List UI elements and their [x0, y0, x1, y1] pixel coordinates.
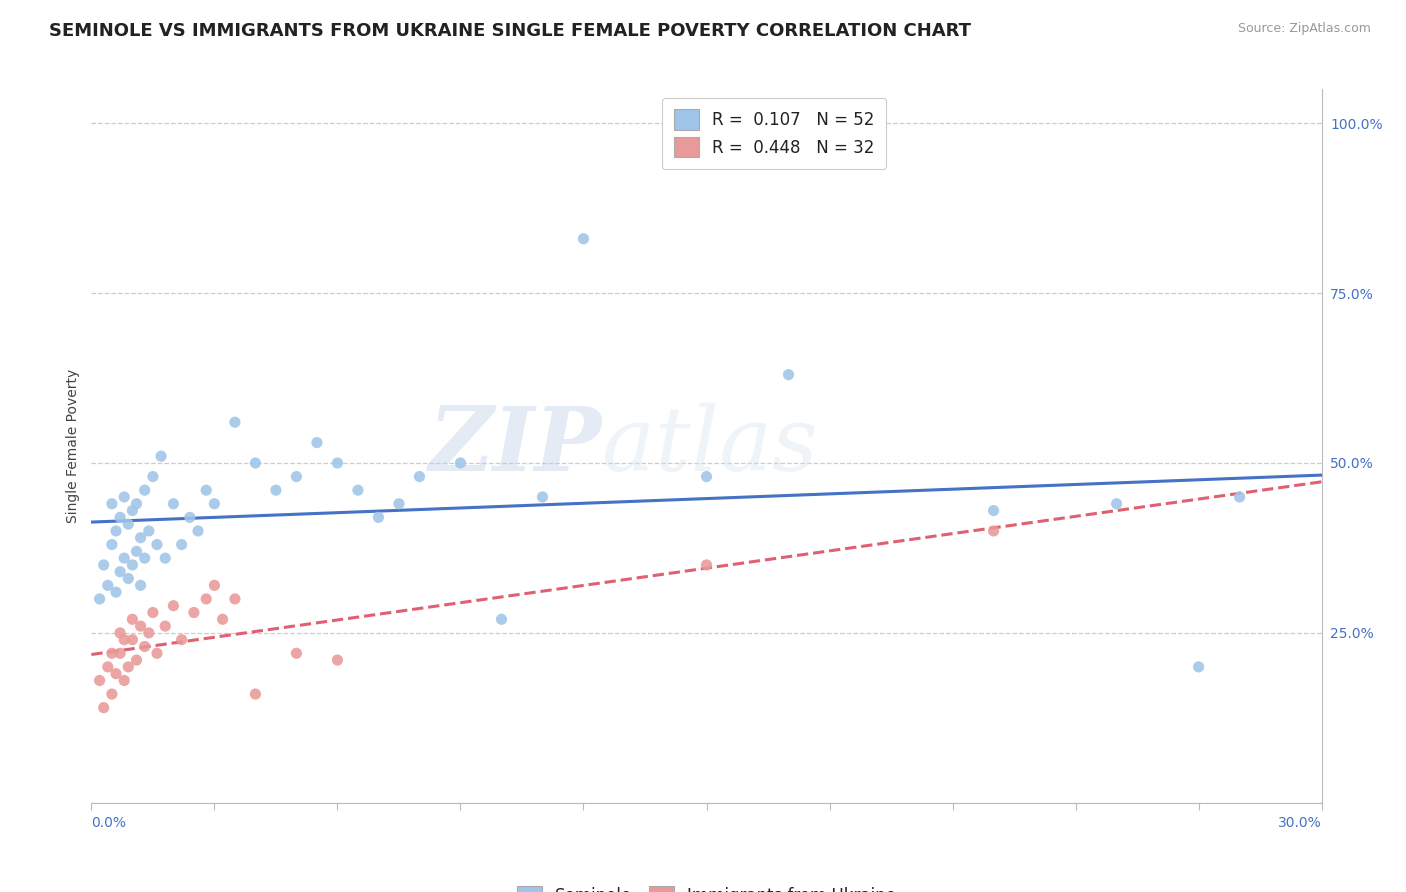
Point: [183, 606, 205, 620]
Point: [367, 510, 389, 524]
Text: SEMINOLE VS IMMIGRANTS FROM UKRAINE SINGLE FEMALE POVERTY CORRELATION CHART: SEMINOLE VS IMMIGRANTS FROM UKRAINE SING…: [49, 22, 972, 40]
Point: [125, 544, 148, 558]
Legend: Seminole, Immigrants from Ukraine: Seminole, Immigrants from Ukraine: [509, 878, 904, 892]
Y-axis label: Single Female Poverty: Single Female Poverty: [66, 369, 80, 523]
Point: [121, 503, 143, 517]
Point: [101, 687, 124, 701]
Point: [195, 483, 218, 498]
Point: [285, 646, 308, 660]
Point: [224, 415, 246, 429]
Point: [117, 572, 139, 586]
Point: [89, 591, 111, 606]
Point: [1187, 660, 1209, 674]
Point: [179, 510, 201, 524]
Point: [153, 551, 177, 566]
Point: [245, 456, 267, 470]
Point: [449, 456, 471, 470]
Point: [129, 578, 152, 592]
Point: [388, 497, 411, 511]
Point: [108, 565, 131, 579]
Point: [121, 632, 143, 647]
Point: [695, 469, 717, 483]
Point: [101, 646, 124, 660]
Text: ZIP: ZIP: [429, 403, 602, 489]
Point: [1229, 490, 1251, 504]
Point: [170, 632, 193, 647]
Point: [134, 551, 156, 566]
Point: [117, 660, 139, 674]
Point: [105, 666, 127, 681]
Point: [108, 646, 131, 660]
Point: [195, 591, 218, 606]
Point: [202, 497, 225, 511]
Point: [97, 578, 120, 592]
Point: [112, 673, 135, 688]
Point: [108, 626, 131, 640]
Point: [112, 490, 135, 504]
Point: [170, 537, 193, 551]
Point: [146, 646, 169, 660]
Point: [105, 524, 127, 538]
Point: [89, 673, 111, 688]
Point: [93, 700, 115, 714]
Point: [347, 483, 370, 498]
Point: [1105, 497, 1128, 511]
Point: [112, 632, 135, 647]
Point: [129, 619, 152, 633]
Point: [162, 497, 184, 511]
Point: [326, 456, 349, 470]
Point: [572, 232, 595, 246]
Point: [285, 469, 308, 483]
Point: [695, 558, 717, 572]
Point: [97, 660, 120, 674]
Point: [142, 606, 165, 620]
Point: [326, 653, 349, 667]
Point: [108, 510, 131, 524]
Point: [101, 537, 124, 551]
Point: [121, 558, 143, 572]
Point: [305, 435, 328, 450]
Point: [153, 619, 177, 633]
Point: [134, 640, 156, 654]
Point: [983, 524, 1005, 538]
Point: [187, 524, 209, 538]
Text: atlas: atlas: [602, 402, 818, 490]
Point: [983, 503, 1005, 517]
Point: [121, 612, 143, 626]
Point: [125, 497, 148, 511]
Point: [202, 578, 225, 592]
Point: [117, 517, 139, 532]
Point: [125, 653, 148, 667]
Point: [129, 531, 152, 545]
Point: [224, 591, 246, 606]
Point: [112, 551, 135, 566]
Point: [105, 585, 127, 599]
Point: [491, 612, 513, 626]
Text: 0.0%: 0.0%: [91, 816, 127, 830]
Point: [531, 490, 554, 504]
Point: [134, 483, 156, 498]
Point: [142, 469, 165, 483]
Point: [138, 524, 160, 538]
Point: [162, 599, 184, 613]
Point: [146, 537, 169, 551]
Point: [93, 558, 115, 572]
Point: [264, 483, 287, 498]
Point: [778, 368, 800, 382]
Point: [245, 687, 267, 701]
Point: [101, 497, 124, 511]
Text: Source: ZipAtlas.com: Source: ZipAtlas.com: [1237, 22, 1371, 36]
Point: [150, 449, 173, 463]
Point: [408, 469, 430, 483]
Text: 30.0%: 30.0%: [1278, 816, 1322, 830]
Point: [138, 626, 160, 640]
Point: [211, 612, 233, 626]
